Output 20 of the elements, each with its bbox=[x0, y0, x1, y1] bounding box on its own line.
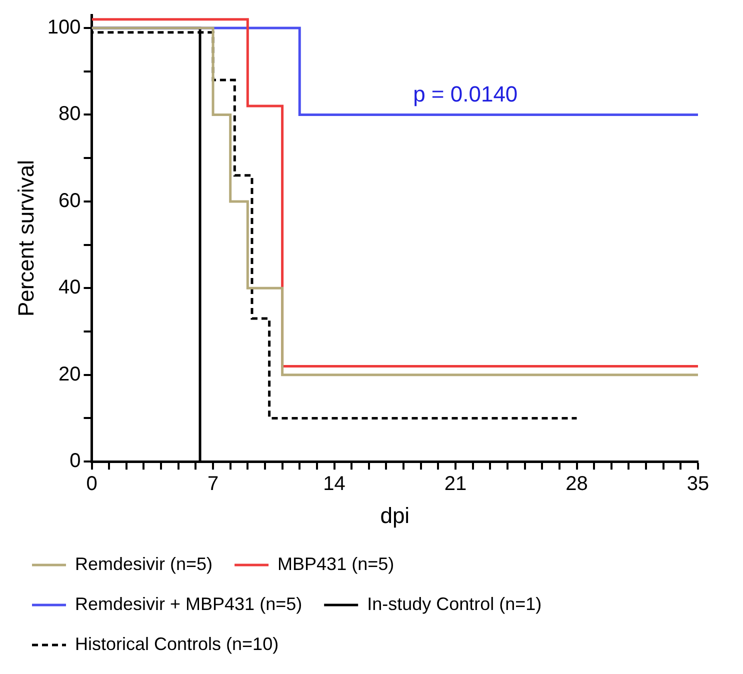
x-tick-label: 14 bbox=[323, 473, 346, 496]
y-tick-label: 20 bbox=[58, 363, 81, 386]
y-tick-label: 100 bbox=[47, 16, 81, 39]
y-tick-label: 60 bbox=[58, 190, 81, 212]
legend-label: Historical Controls (n=10) bbox=[75, 634, 279, 654]
x-tick-label: 0 bbox=[86, 473, 98, 496]
x-tick-label: 21 bbox=[444, 473, 467, 496]
y-tick-label: 40 bbox=[58, 276, 81, 299]
legend-label: MBP431 (n=5) bbox=[278, 554, 394, 574]
y-tick-label: 80 bbox=[58, 103, 81, 126]
x-axis-title: dpi bbox=[380, 502, 410, 528]
y-axis-title: Percent survival bbox=[13, 160, 38, 317]
legend-label: In-study Control (n=1) bbox=[367, 594, 542, 614]
legend-label: Remdesivir + MBP431 (n=5) bbox=[75, 594, 302, 614]
x-tick-label: 28 bbox=[566, 473, 588, 496]
x-tick-label: 7 bbox=[207, 473, 219, 496]
annotation: p = 0.0140 bbox=[413, 81, 518, 106]
x-tick-label: 35 bbox=[686, 473, 710, 496]
y-tick-label: 0 bbox=[70, 450, 81, 472]
legend-label: Remdesivir (n=5) bbox=[75, 554, 213, 574]
